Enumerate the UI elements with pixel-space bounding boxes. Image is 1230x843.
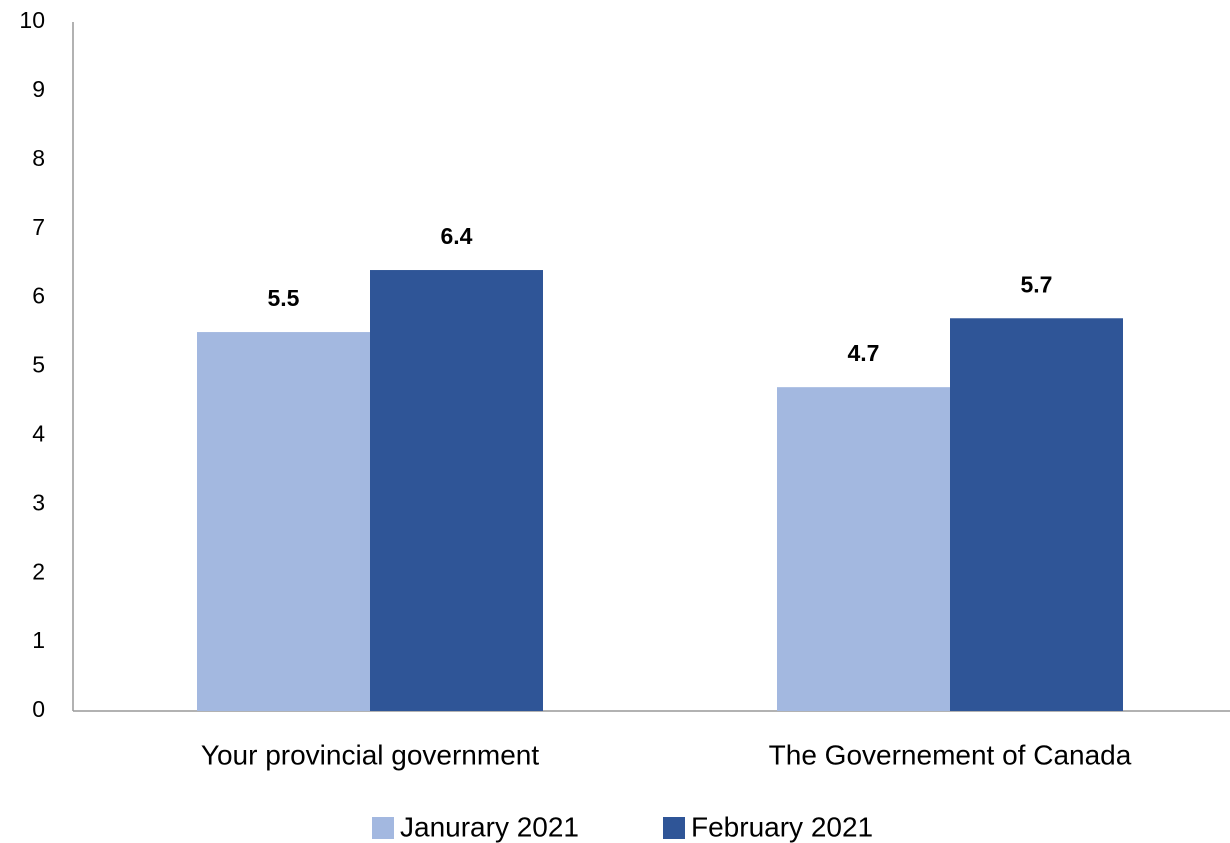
- bar: [777, 387, 950, 711]
- y-tick-label: 4: [32, 420, 45, 446]
- bar: [197, 332, 370, 711]
- bar: [950, 318, 1123, 711]
- y-tick-label: 9: [32, 76, 45, 102]
- y-tick-label: 0: [32, 696, 45, 722]
- y-tick-label: 5: [32, 352, 45, 378]
- data-label: 6.4: [441, 223, 473, 249]
- x-tick-label: The Governement of Canada: [769, 739, 1132, 770]
- data-label: 5.7: [1021, 271, 1053, 297]
- legend-label: February 2021: [691, 811, 873, 842]
- y-tick-label: 7: [32, 214, 45, 240]
- y-tick-label: 6: [32, 283, 45, 309]
- y-tick-label: 3: [32, 489, 45, 515]
- legend-swatch: [663, 817, 685, 839]
- data-label: 5.5: [268, 285, 300, 311]
- y-tick-label: 2: [32, 558, 45, 584]
- y-tick-label: 1: [32, 627, 45, 653]
- y-tick-label: 8: [32, 145, 45, 171]
- data-label: 4.7: [848, 340, 880, 366]
- legend-swatch: [372, 817, 394, 839]
- y-tick-label: 10: [19, 7, 45, 33]
- legend-label: Janurary 2021: [400, 811, 579, 842]
- bar: [370, 270, 543, 711]
- x-tick-label: Your provincial government: [201, 739, 539, 770]
